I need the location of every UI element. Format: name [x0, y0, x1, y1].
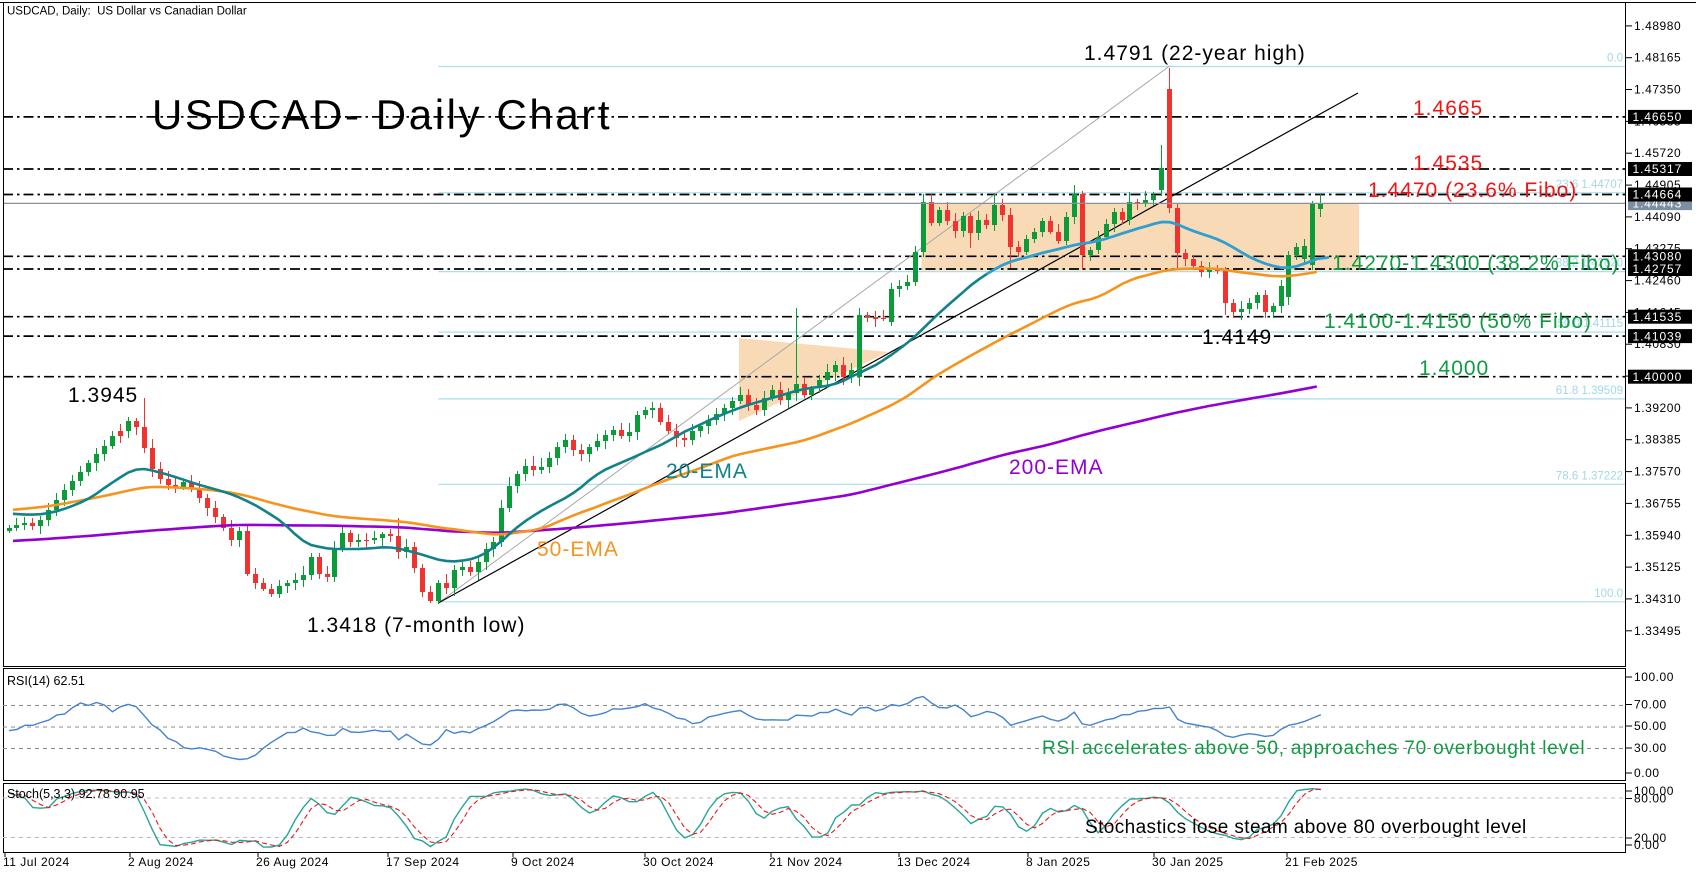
- svg-text:13 Dec 2024: 13 Dec 2024: [897, 855, 971, 869]
- svg-text:1.4791 (22-year high): 1.4791 (22-year high): [1084, 42, 1306, 65]
- svg-text:1.44090: 1.44090: [1634, 210, 1681, 224]
- svg-text:1.3945: 1.3945: [68, 384, 138, 407]
- svg-text:1.45720: 1.45720: [1634, 146, 1681, 160]
- svg-text:1.42757: 1.42757: [1633, 262, 1683, 276]
- svg-text:1.40000: 1.40000: [1633, 370, 1683, 384]
- svg-text:1.42460: 1.42460: [1634, 274, 1681, 288]
- svg-text:100.00: 100.00: [1634, 784, 1674, 798]
- svg-text:1.4100-1.4150 (50% Fibo): 1.4100-1.4150 (50% Fibo): [1324, 310, 1592, 333]
- svg-text:1.38385: 1.38385: [1634, 433, 1681, 447]
- svg-text:USDCAD- Daily Chart: USDCAD- Daily Chart: [152, 91, 612, 138]
- svg-text:38.2 1.42620: 38.2 1.42620: [1556, 258, 1623, 270]
- svg-text:1.46650: 1.46650: [1633, 110, 1683, 124]
- svg-text:30 Jan 2025: 30 Jan 2025: [1152, 855, 1224, 869]
- svg-text:26 Aug 2024: 26 Aug 2024: [256, 855, 329, 869]
- svg-text:1.48980: 1.48980: [1634, 19, 1681, 33]
- svg-text:100.0: 100.0: [1594, 588, 1623, 600]
- svg-text:0.00: 0.00: [1634, 838, 1660, 852]
- svg-text:1.44664: 1.44664: [1633, 188, 1683, 202]
- svg-text:USDCAD, Daily: US Dollar vs C: USDCAD, Daily: US Dollar vs Canadian Dol…: [7, 6, 247, 18]
- svg-text:80.00: 80.00: [1634, 792, 1667, 806]
- svg-text:1.33495: 1.33495: [1634, 624, 1681, 638]
- svg-text:1.43080: 1.43080: [1633, 250, 1683, 264]
- svg-text:50-EMA: 50-EMA: [537, 538, 619, 561]
- svg-text:70.00: 70.00: [1634, 698, 1667, 712]
- svg-text:1.47350: 1.47350: [1634, 83, 1681, 97]
- svg-text:1.4000: 1.4000: [1419, 357, 1489, 380]
- svg-text:21 Nov 2024: 21 Nov 2024: [769, 855, 843, 869]
- svg-text:50.00: 50.00: [1634, 719, 1667, 733]
- svg-text:1.4535: 1.4535: [1413, 152, 1483, 175]
- svg-text:200-EMA: 200-EMA: [1009, 456, 1104, 479]
- svg-text:1.4270-1.4300 (38.2% Fibo): 1.4270-1.4300 (38.2% Fibo): [1332, 252, 1620, 275]
- svg-text:1.3418 (7-month low): 1.3418 (7-month low): [307, 614, 525, 637]
- svg-text:Stochastics lose steam above 8: Stochastics lose steam above 80 overboug…: [1085, 817, 1527, 838]
- svg-text:Stoch(5,3,3) 92.78 90.95: Stoch(5,3,3) 92.78 90.95: [7, 787, 145, 801]
- svg-text:1.41535: 1.41535: [1633, 310, 1683, 324]
- svg-text:1.34310: 1.34310: [1634, 592, 1681, 606]
- svg-text:1.41039: 1.41039: [1633, 329, 1683, 343]
- svg-text:20.00: 20.00: [1634, 831, 1667, 845]
- svg-text:RSI accelerates above 50, appr: RSI accelerates above 50, approaches 70 …: [1042, 738, 1585, 759]
- svg-text:1.35125: 1.35125: [1634, 560, 1681, 574]
- svg-text:100.00: 100.00: [1634, 670, 1674, 684]
- svg-text:50.0 1.41115: 50.0 1.41115: [1558, 318, 1623, 330]
- svg-text:78.6 1.37222: 78.6 1.37222: [1556, 470, 1623, 482]
- svg-text:1.4665: 1.4665: [1413, 97, 1483, 120]
- svg-text:0.00: 0.00: [1634, 766, 1660, 780]
- svg-text:1.37570: 1.37570: [1634, 465, 1681, 479]
- svg-text:1.4470 (23.6% Fibo): 1.4470 (23.6% Fibo): [1368, 179, 1577, 202]
- svg-text:61.8 1.39509: 61.8 1.39509: [1556, 385, 1623, 397]
- svg-text:RSI(14) 62.51: RSI(14) 62.51: [7, 674, 85, 688]
- svg-text:9 Oct 2024: 9 Oct 2024: [511, 855, 575, 869]
- svg-text:1.45317: 1.45317: [1633, 162, 1683, 176]
- svg-text:1.4149: 1.4149: [1202, 326, 1272, 349]
- svg-text:30 Oct 2024: 30 Oct 2024: [643, 855, 714, 869]
- svg-text:23.6 1.44707: 23.6 1.44707: [1556, 179, 1623, 191]
- svg-text:0.0: 0.0: [1607, 53, 1623, 65]
- svg-text:1.39200: 1.39200: [1634, 401, 1681, 415]
- svg-text:1.35940: 1.35940: [1634, 528, 1681, 542]
- svg-text:1.48165: 1.48165: [1634, 51, 1681, 65]
- svg-text:20-EMA: 20-EMA: [666, 460, 748, 483]
- svg-text:8 Jan 2025: 8 Jan 2025: [1026, 855, 1090, 869]
- svg-text:2 Aug 2024: 2 Aug 2024: [128, 855, 194, 869]
- svg-text:30.00: 30.00: [1634, 741, 1667, 755]
- svg-text:21 Feb 2025: 21 Feb 2025: [1285, 855, 1358, 869]
- svg-text:11 Jul 2024: 11 Jul 2024: [3, 855, 70, 869]
- svg-text:1.36755: 1.36755: [1634, 496, 1681, 510]
- svg-text:17 Sep 2024: 17 Sep 2024: [386, 855, 460, 869]
